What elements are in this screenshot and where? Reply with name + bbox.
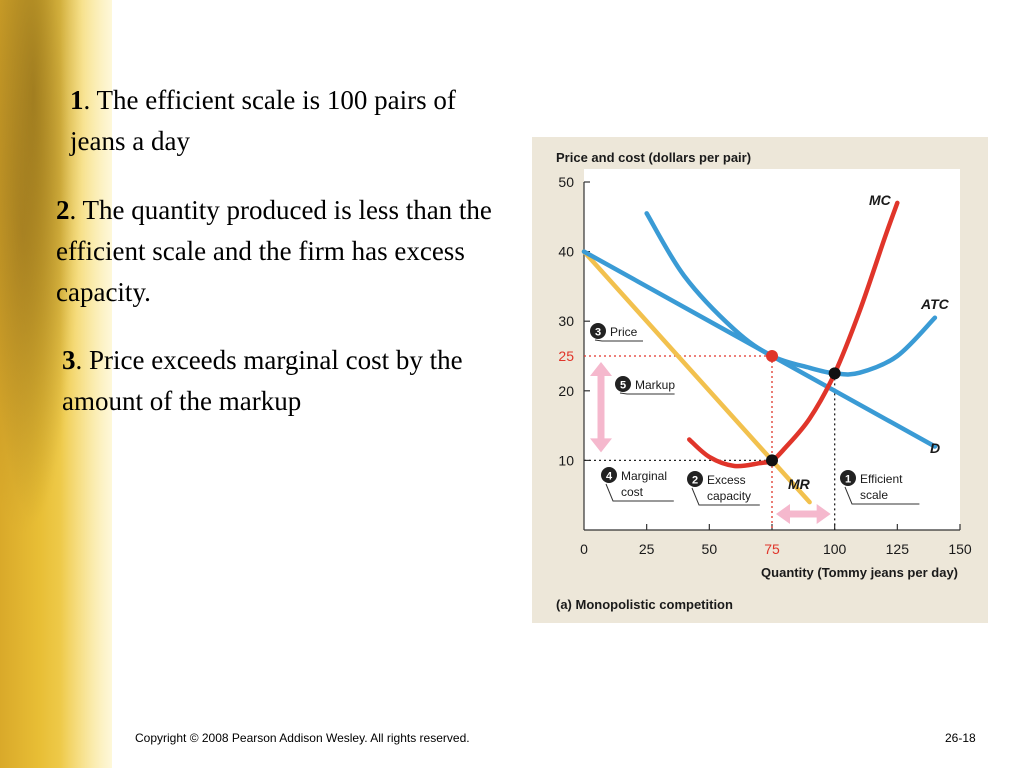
point-2-number: 2	[56, 195, 70, 225]
y-tick-label: 20	[558, 383, 574, 399]
markup-arrow-head-down	[590, 438, 612, 453]
x-tick-label: 150	[948, 541, 972, 557]
y-tick-label: 10	[558, 452, 574, 468]
x-tick-label: 125	[886, 541, 910, 557]
page-number: 26-18	[945, 731, 976, 745]
callout-excess-capacity-text-line: Excess	[707, 473, 746, 487]
x-tick-label: 25	[639, 541, 655, 557]
callout-efficient-scale-connector	[844, 486, 920, 505]
callout-excess-capacity-number: 2	[692, 475, 698, 487]
x-tick-label: 0	[580, 541, 588, 557]
callout-price-text-line: Price	[610, 325, 638, 339]
callout-efficient-scale-number-badge	[840, 470, 856, 486]
callout-price-connector	[594, 339, 643, 342]
point-1: 1. The efficient scale is 100 pairs of j…	[70, 80, 510, 162]
callout-excess-capacity-number-badge	[687, 471, 703, 487]
y-tick-label: 30	[558, 313, 574, 329]
callout-marginal-cost-text-line: cost	[621, 485, 644, 499]
callout-markup-connector	[619, 392, 675, 395]
excess-capacity-arrow-head-left	[776, 504, 790, 524]
callout-marginal-cost-text-line: Marginal	[621, 469, 667, 483]
callout-excess-capacity-connector	[691, 487, 760, 506]
point-3: 3. Price exceeds marginal cost by the am…	[62, 340, 502, 422]
y-tick-label-price: 25	[558, 348, 574, 364]
callout-markup-number-badge	[615, 376, 631, 392]
callout-efficient-scale-text-line: Efficient	[860, 472, 903, 486]
callout-price-number: 3	[595, 327, 601, 339]
point-2: 2. The quantity produced is less than th…	[56, 190, 506, 313]
callout-excess-capacity-text-line: capacity	[707, 489, 751, 503]
point-2-text: . The quantity produced is less than the…	[56, 195, 492, 307]
excess-capacity-arrow-head-right	[816, 504, 831, 524]
x-axis-title: Quantity (Tommy jeans per day)	[761, 565, 958, 580]
price-point-marker	[766, 350, 778, 362]
chart-caption: (a) Monopolistic competition	[556, 597, 733, 612]
point-3-text: . Price exceeds marginal cost by the amo…	[62, 345, 463, 416]
callout-marginal-cost-number-badge	[601, 467, 617, 483]
point-1-number: 1	[70, 85, 84, 115]
y-axis-title: Price and cost (dollars per pair)	[556, 150, 751, 165]
point-3-number: 3	[62, 345, 76, 375]
series-label-mr: MR	[788, 476, 811, 492]
x-tick-label: 75	[764, 541, 780, 557]
callout-price-number-badge	[590, 323, 606, 339]
callout-efficient-scale-text-line: scale	[860, 488, 888, 502]
x-tick-label: 100	[823, 541, 847, 557]
callout-marginal-cost-number: 4	[606, 471, 613, 483]
series-label-atc: ATC	[920, 296, 950, 312]
series-label-d: D	[930, 440, 940, 456]
x-tick-label: 50	[702, 541, 718, 557]
marginal-cost-point-marker	[766, 454, 778, 467]
plot-area	[584, 169, 960, 530]
chart-panel: Price and cost (dollars per pair) Quantit…	[532, 137, 988, 623]
series-atc-curve	[644, 211, 938, 377]
callout-markup-text-line: Markup	[635, 378, 675, 392]
callout-efficient-scale-number: 1	[845, 474, 851, 486]
series-label-mc: MC	[869, 192, 892, 208]
y-tick-label: 50	[558, 174, 574, 190]
point-1-text: . The efficient scale is 100 pairs of je…	[70, 85, 456, 156]
decorative-side-fade	[60, 0, 130, 768]
callout-markup-number: 5	[620, 380, 626, 392]
efficient-scale-point-marker	[828, 367, 841, 380]
series-mc-curve	[687, 200, 900, 469]
markup-arrow-head-up	[590, 362, 612, 376]
copyright-notice: Copyright © 2008 Pearson Addison Wesley.…	[135, 731, 470, 745]
y-tick-label: 40	[558, 244, 574, 260]
callout-marginal-cost-connector	[605, 483, 674, 502]
